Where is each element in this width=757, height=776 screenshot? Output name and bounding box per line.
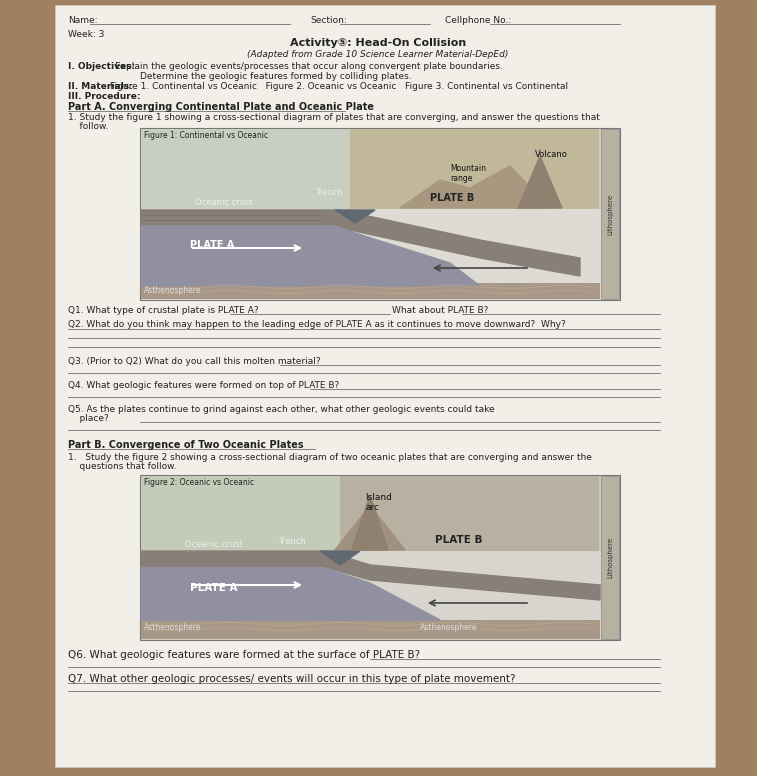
Text: Asthenosphere: Asthenosphere: [420, 623, 478, 632]
Text: Q3. (Prior to Q2) What do you call this molten material?: Q3. (Prior to Q2) What do you call this …: [68, 357, 321, 366]
Text: Q2. What do you think may happen to the leading edge of PLATE A as it continues : Q2. What do you think may happen to the …: [68, 320, 565, 329]
Polygon shape: [141, 210, 580, 276]
Text: Q4. What geologic features were formed on top of PLATE B?: Q4. What geologic features were formed o…: [68, 381, 339, 390]
Bar: [340, 476, 599, 551]
Text: Island
arc: Island arc: [365, 493, 392, 512]
Text: Volcano: Volcano: [535, 150, 568, 159]
Text: What about PLATE B?: What about PLATE B?: [392, 306, 488, 315]
Text: 1. Study the figure 1 showing a cross-sectional diagram of plates that are conve: 1. Study the figure 1 showing a cross-se…: [68, 113, 600, 122]
Polygon shape: [141, 568, 440, 620]
Text: questions that follow.: questions that follow.: [68, 462, 176, 471]
Text: Figure 1. Continental vs Oceanic   Figure 2. Oceanic vs Oceanic   Figure 3. Cont: Figure 1. Continental vs Oceanic Figure …: [110, 82, 568, 91]
Text: II. Materials:: II. Materials:: [68, 82, 132, 91]
Text: Part B. Convergence of Two Oceanic Plates: Part B. Convergence of Two Oceanic Plate…: [68, 440, 304, 450]
Polygon shape: [141, 551, 600, 600]
Text: Week: 3: Week: 3: [68, 30, 104, 39]
Polygon shape: [400, 166, 550, 208]
Polygon shape: [141, 226, 480, 286]
Text: PLATE B: PLATE B: [430, 193, 474, 203]
Text: Q5. As the plates continue to grind against each other, what other geologic even: Q5. As the plates continue to grind agai…: [68, 405, 494, 414]
Text: Q1. What type of crustal plate is PLATE A?: Q1. What type of crustal plate is PLATE …: [68, 306, 259, 315]
Bar: [141, 129, 601, 209]
Text: Section:: Section:: [310, 16, 347, 25]
Text: PLATE A: PLATE A: [190, 240, 235, 250]
Text: PLATE A: PLATE A: [190, 583, 238, 593]
Text: Trench: Trench: [315, 188, 343, 197]
Polygon shape: [335, 512, 405, 550]
Bar: [140, 475, 620, 640]
Text: 1.   Study the figure 2 showing a cross-sectional diagram of two oceanic plates : 1. Study the figure 2 showing a cross-se…: [68, 453, 592, 462]
Text: Asthenosphere: Asthenosphere: [144, 623, 201, 632]
Text: Asthenosphere: Asthenosphere: [144, 286, 201, 295]
Polygon shape: [335, 210, 375, 223]
Text: Explain the geologic events/processes that occur along convergent plate boundari: Explain the geologic events/processes th…: [115, 62, 503, 71]
Bar: [55, 5, 715, 767]
Bar: [141, 283, 600, 299]
Text: Lithosphere: Lithosphere: [607, 193, 613, 234]
Polygon shape: [320, 551, 360, 565]
Text: Q7. What other geologic processes/ events will occur in this type of plate movem: Q7. What other geologic processes/ event…: [68, 674, 516, 684]
Text: Q6. What geologic features ware formed at the surface of PLATE B?: Q6. What geologic features ware formed a…: [68, 650, 420, 660]
Text: Figure 1: Continental vs Oceanic: Figure 1: Continental vs Oceanic: [144, 131, 268, 140]
Polygon shape: [352, 495, 388, 550]
Text: III. Procedure:: III. Procedure:: [68, 92, 141, 101]
Text: Part A. Converging Continental Plate and Oceanic Plate: Part A. Converging Continental Plate and…: [68, 102, 374, 112]
Text: Figure 2: Oceanic vs Oceanic: Figure 2: Oceanic vs Oceanic: [144, 478, 254, 487]
Text: Oceanic crust: Oceanic crust: [195, 198, 253, 207]
Polygon shape: [532, 148, 548, 156]
Bar: [141, 620, 600, 639]
Text: Cellphone No.:: Cellphone No.:: [445, 16, 511, 25]
Bar: [601, 476, 619, 639]
Bar: [350, 129, 599, 209]
Text: place?: place?: [68, 414, 109, 423]
Text: Trench: Trench: [278, 537, 306, 546]
Text: Determine the geologic features formed by colliding plates.: Determine the geologic features formed b…: [140, 72, 412, 81]
Bar: [601, 129, 619, 299]
Text: (Adapted from Grade 10 Science Learner Material-DepEd): (Adapted from Grade 10 Science Learner M…: [248, 50, 509, 59]
Bar: [140, 128, 620, 300]
Text: Mountain
range: Mountain range: [450, 164, 486, 183]
Text: follow.: follow.: [68, 122, 108, 131]
Text: Oceanic crust: Oceanic crust: [185, 540, 243, 549]
Text: I. Objectives:: I. Objectives:: [68, 62, 136, 71]
Text: Lithosphere: Lithosphere: [607, 536, 613, 577]
Polygon shape: [518, 156, 562, 208]
Bar: [141, 476, 601, 551]
Text: PLATE B: PLATE B: [435, 535, 482, 545]
Text: Activity⑤: Head-On Collision: Activity⑤: Head-On Collision: [290, 38, 466, 48]
Text: Name:: Name:: [68, 16, 98, 25]
